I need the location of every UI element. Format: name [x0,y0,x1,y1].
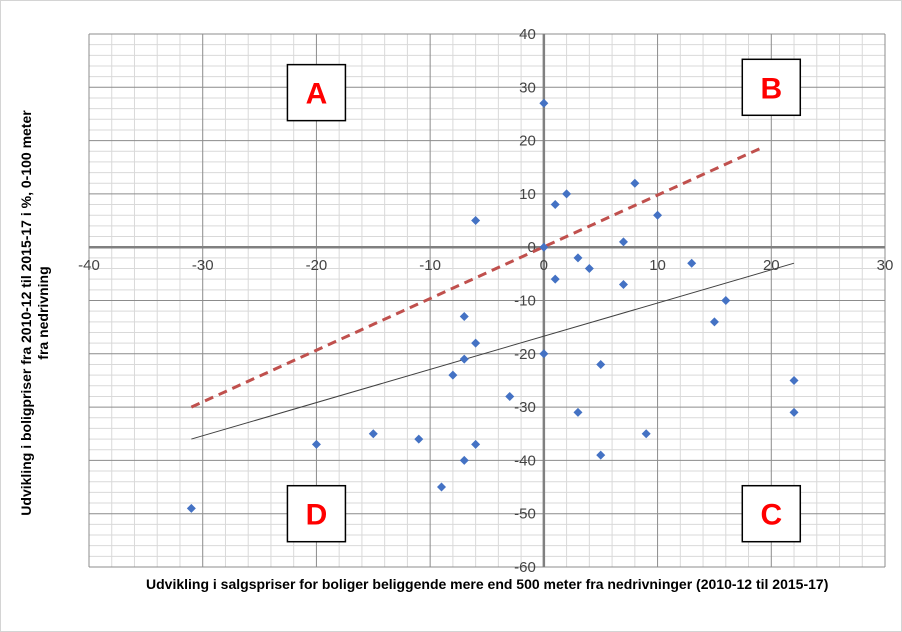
x-tick-label: 20 [763,257,780,274]
data-point [539,242,549,252]
x-tick-label: 30 [877,257,894,274]
data-point [471,338,481,348]
y-tick-label: 30 [519,79,536,96]
quadrant-label: C [760,499,782,532]
data-point [687,258,697,268]
data-point [709,317,719,327]
data-point [505,391,515,401]
data-point [573,407,583,417]
data-point [414,434,424,444]
data-point [311,439,321,449]
data-point [721,296,731,305]
data-point [641,429,651,439]
quadrant-label: A [306,78,328,111]
data-point [618,280,628,290]
data-point [596,359,606,369]
data-point [789,375,799,385]
x-tick-label: 0 [540,257,548,274]
y-tick-label: -50 [514,506,536,523]
quadrant-box [741,484,802,543]
data-point [584,264,594,274]
data-point [618,237,628,247]
x-tick-label: -10 [419,257,441,274]
data-point [573,253,583,263]
x-axis-label: Udvikling i salgspriser for boliger beli… [146,576,829,592]
data-point [437,482,447,492]
data-point [789,407,799,417]
data-point [459,311,469,321]
solid-trend-line [191,262,795,440]
quadrant-box [286,484,347,543]
y-tick-label: 0 [528,239,536,256]
data-point [368,429,378,439]
x-tick-label: -30 [192,257,214,274]
y-tick-label: -20 [514,346,536,363]
y-tick-label: 40 [519,26,536,43]
data-point [471,439,481,449]
y-tick-label: -30 [514,399,536,416]
data-point [471,216,481,226]
y-axis-label-line-2: fra nedrivning [35,266,51,360]
data-point [459,455,469,465]
data-point [459,354,469,364]
data-point [186,503,196,513]
data-point [630,178,640,188]
quadrant-box [286,63,347,122]
y-tick-label: 20 [519,133,536,150]
quadrant-box [741,58,802,117]
x-tick-label: 10 [649,257,666,274]
x-tick-label: -40 [78,257,100,274]
y-tick-label: -40 [514,452,536,469]
x-tick-label: -20 [306,257,328,274]
quadrant-label: D [306,499,328,532]
y-axis-label-line-1: Udvikling i boligpriser fra 2010-12 til … [18,110,34,516]
data-point [448,370,458,380]
data-point [562,189,572,199]
y-tick-label: 10 [519,186,536,203]
data-point [550,200,560,210]
y-axis-label: Udvikling i boligpriser fra 2010-12 til … [18,110,52,515]
data-point [539,98,549,108]
data-point [539,349,549,359]
data-point [550,274,560,284]
quadrant-label: B [760,72,782,105]
y-tick-label: -60 [514,559,536,576]
data-point [653,210,663,220]
data-point [596,450,606,460]
y-tick-label: -10 [514,293,536,310]
